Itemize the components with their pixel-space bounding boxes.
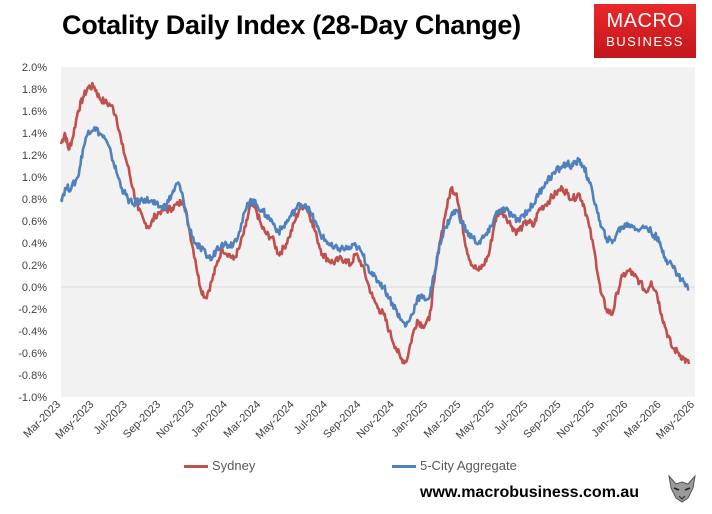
legend-swatch-sydney	[184, 465, 208, 469]
x-axis: Mar-2023May-2023Jul-2023Sep-2023Nov-2023…	[21, 399, 697, 442]
series-layer	[59, 81, 691, 365]
y-tick-label: 0.0%	[22, 282, 47, 294]
legend-label-sydney: Sydney	[212, 458, 256, 473]
wolf-icon	[664, 470, 700, 506]
y-tick-label: 1.8%	[22, 84, 47, 96]
website-url: www.macrobusiness.com.au	[420, 484, 640, 501]
y-tick-label: -0.8%	[18, 370, 47, 382]
y-tick-label: -0.2%	[18, 304, 47, 316]
y-axis: 2.0% 1.8% 1.6% 1.4% 1.2% 1.0% 0.8% 0.6% 0.4% 0.2%…	[18, 62, 47, 404]
legend-swatch-aggregate	[392, 465, 416, 469]
y-tick-label: -0.4%	[18, 326, 47, 338]
series-line-5-city-aggregate	[59, 126, 690, 328]
y-tick-label: 2.0%	[22, 62, 47, 74]
y-tick-label: 1.2%	[22, 150, 47, 162]
legend-item-sydney: Sydney	[184, 458, 255, 473]
y-tick-label: 1.6%	[22, 106, 47, 118]
logo-line-macro: MACRO	[606, 10, 684, 32]
y-tick-label: -1.0%	[18, 392, 47, 404]
legend-item-5-city-aggregate: 5-City Aggregate	[392, 458, 517, 473]
chart-title: Cotality Daily Index (28-Day Change)	[62, 10, 521, 40]
plot-area	[61, 67, 695, 397]
legend-label-aggregate: 5-City Aggregate	[420, 458, 517, 473]
y-tick-label: 0.4%	[22, 238, 47, 250]
y-tick-label: -0.6%	[18, 348, 47, 360]
y-tick-label: 1.4%	[22, 128, 47, 140]
y-tick-label: 0.6%	[22, 216, 47, 228]
y-tick-label: 0.8%	[22, 194, 47, 206]
macrobusiness-logo: MACRO BUSINESS	[594, 4, 696, 58]
y-tick-label: 1.0%	[22, 172, 47, 184]
y-tick-label: 0.2%	[22, 260, 47, 272]
logo-line-business: BUSINESS	[606, 34, 684, 49]
